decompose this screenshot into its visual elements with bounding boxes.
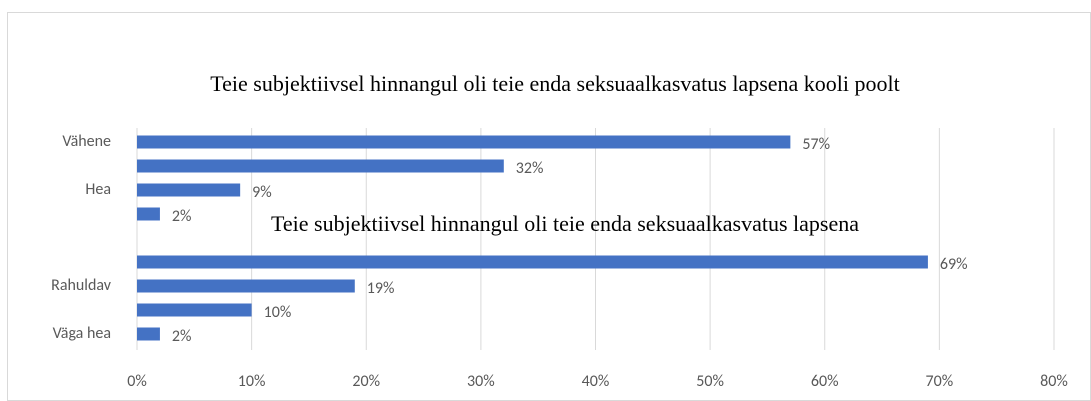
- data-label: 32%: [516, 159, 544, 178]
- bar: [137, 135, 791, 149]
- x-tick-label: 60%: [811, 372, 839, 391]
- chart-title: Teie subjektiivsel hinnangul oli teie en…: [210, 71, 900, 96]
- data-label: 10%: [264, 303, 292, 322]
- bar: [137, 255, 928, 269]
- bar: [137, 279, 355, 293]
- data-label: 2%: [172, 207, 192, 226]
- data-label: 2%: [172, 327, 192, 346]
- x-tick-label: 30%: [467, 372, 495, 391]
- y-tick-label: Hea: [85, 180, 111, 199]
- bar: [137, 207, 160, 221]
- x-tick-label: 40%: [582, 372, 610, 391]
- bar: [137, 183, 241, 197]
- bar: [137, 159, 504, 173]
- x-tick-label: 70%: [926, 372, 954, 391]
- y-tick-label: Rahuldav: [51, 276, 112, 295]
- x-tick-label: 20%: [352, 372, 380, 391]
- data-label: 19%: [367, 279, 395, 298]
- bar: [137, 303, 252, 317]
- chart-title: Teie subjektiivsel hinnangul oli teie en…: [270, 211, 860, 236]
- y-tick-label: Vähene: [62, 132, 111, 151]
- data-label: 9%: [252, 183, 272, 202]
- x-tick-label: 50%: [696, 372, 724, 391]
- bar: [137, 327, 160, 341]
- y-tick-label: Väga hea: [53, 324, 111, 343]
- data-label: 69%: [940, 255, 968, 274]
- x-tick-label: 80%: [1040, 372, 1068, 391]
- data-label: 57%: [802, 135, 830, 154]
- x-tick-label: 10%: [238, 372, 266, 391]
- x-tick-label: 0%: [127, 372, 147, 391]
